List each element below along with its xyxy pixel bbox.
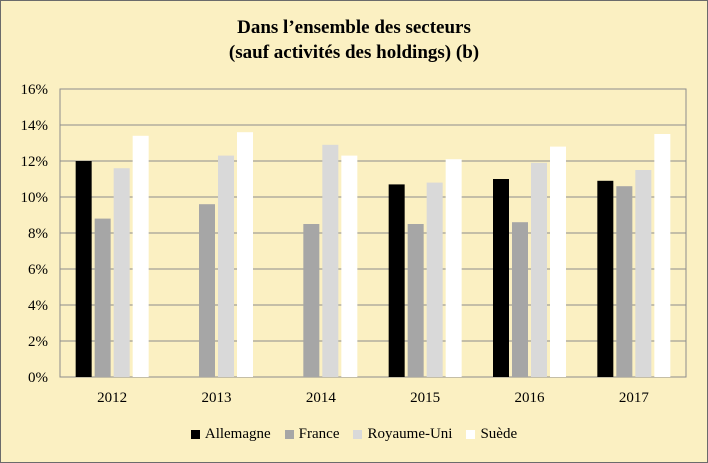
bar-france-2016: [512, 222, 528, 377]
y-tick-label: 6%: [28, 262, 48, 278]
chart-legend: Allemagne France Royaume-Uni Suède: [0, 426, 708, 443]
y-tick-label: 4%: [28, 298, 48, 314]
chart-title-line2: (sauf activités des holdings) (b): [228, 42, 480, 63]
legend-item: Royaume-Uni: [353, 426, 452, 443]
x-tick-label: 2017: [619, 390, 650, 406]
bar-su-de-2016: [550, 146, 566, 377]
x-tick-label: 2014: [306, 390, 337, 406]
legend-label: Suède: [480, 426, 518, 442]
legend-swatch: [190, 430, 200, 439]
bar-allemagne-2017: [597, 180, 614, 377]
legend-item: Suède: [466, 426, 517, 443]
x-tick-label: 2015: [410, 390, 440, 406]
bar-france-2015: [407, 224, 424, 377]
bar-royaume-uni-2016: [531, 162, 547, 377]
x-tick-label: 2013: [202, 390, 232, 406]
bar-france-2012: [94, 218, 111, 377]
bar-royaume-uni-2013: [218, 155, 234, 377]
bar-royaume-uni-2014: [322, 144, 339, 377]
bar-allemagne-2016: [493, 179, 509, 377]
bar-france-2014: [303, 224, 320, 377]
legend-item: Allemagne: [190, 426, 271, 443]
bar-su-de-2015: [445, 159, 462, 377]
bar-royaume-uni-2015: [426, 182, 443, 377]
legend-swatch: [284, 430, 294, 439]
legend-swatch: [466, 430, 476, 439]
bar-su-de-2013: [237, 132, 253, 377]
bar-allemagne-2015: [388, 184, 405, 377]
bar-royaume-uni-2017: [635, 170, 652, 377]
legend-item: France: [284, 426, 340, 443]
y-tick-label: 12%: [21, 154, 49, 170]
bar-france-2013: [199, 204, 215, 377]
bar-france-2017: [616, 186, 633, 377]
x-tick-label: 2012: [97, 390, 127, 406]
y-tick-label: 0%: [28, 370, 48, 386]
legend-label: Royaume-Uni: [367, 426, 453, 442]
legend-label: France: [298, 426, 340, 442]
bar-allemagne-2012: [75, 161, 92, 377]
legend-swatch: [353, 430, 363, 439]
bar-royaume-uni-2012: [113, 168, 130, 377]
bar-su-de-2012: [132, 135, 149, 377]
bar-su-de-2017: [654, 134, 671, 377]
y-tick-label: 16%: [21, 82, 49, 98]
chart-title-line1: Dans l’ensemble des secteurs: [237, 17, 471, 38]
y-tick-label: 2%: [28, 334, 48, 350]
y-tick-label: 8%: [28, 226, 48, 242]
y-tick-label: 10%: [21, 190, 49, 206]
y-tick-label: 14%: [21, 118, 49, 134]
bar-su-de-2014: [341, 155, 358, 377]
legend-label: Allemagne: [204, 426, 271, 442]
x-tick-label: 2016: [515, 390, 546, 406]
